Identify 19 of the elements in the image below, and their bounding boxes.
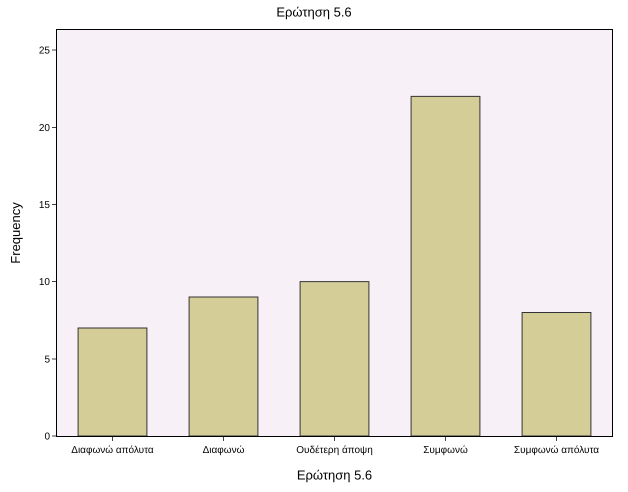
y-tick-label: 20	[38, 122, 50, 134]
y-tick-label: 25	[38, 46, 50, 57]
bar	[300, 281, 370, 436]
y-tick-label: 10	[38, 277, 50, 288]
bar	[188, 296, 258, 436]
y-tick-label: 15	[38, 200, 50, 211]
chart-title: Ερώτηση 5.6	[276, 4, 352, 20]
x-axis-title: Ερώτηση 5.6	[296, 468, 372, 483]
bar	[78, 327, 148, 436]
x-tick-label: Διαφωνώ απόλυτα	[71, 445, 154, 456]
x-tick-label: Διαφωνώ	[202, 445, 245, 456]
y-tick-label: 5	[44, 354, 50, 366]
x-tick-label: Ουδέτερη άποψη	[296, 445, 373, 456]
bar	[410, 96, 480, 436]
y-tick-label: 0	[44, 432, 50, 442]
x-tick-label: Συμφωνώ	[423, 445, 468, 456]
x-tick-label: Συμφωνώ απόλυτα	[514, 445, 600, 456]
y-axis-title: Frequency	[8, 202, 23, 264]
bar	[522, 312, 592, 436]
